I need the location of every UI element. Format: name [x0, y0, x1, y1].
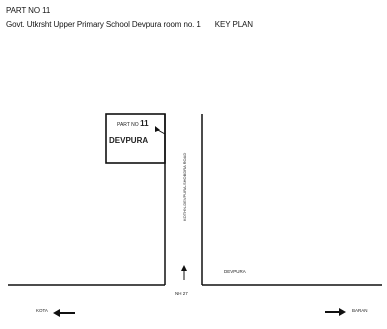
school-title: Govt. Utkrsht Upper Primary School Devpu… [6, 20, 201, 29]
pointer-arrow-icon [155, 126, 160, 132]
up-arrow-icon [181, 265, 187, 271]
part-box-number: 11 [140, 119, 149, 128]
school-title-line: Govt. Utkrsht Upper Primary School Devpu… [6, 20, 253, 29]
right-destination-label: BARAN [352, 308, 368, 313]
part-number-heading: PART NO 11 [6, 6, 51, 15]
part-box-label: PART NO 11 [117, 119, 149, 128]
vertical-road-label: KOTHN-DEVPURA-SHOBDRA ROAD [182, 152, 187, 221]
part-box-village: DEVPURA [109, 136, 149, 145]
key-plan-label: KEY PLAN [214, 20, 253, 29]
left-destination-label: KOTA [36, 308, 48, 313]
part-box-prefix: PART NO [117, 122, 139, 128]
village-label: DEVPURA [224, 269, 246, 274]
left-arrow-icon [53, 309, 60, 317]
right-arrow-icon [339, 308, 346, 316]
highway-label: NH 27 [175, 291, 188, 296]
